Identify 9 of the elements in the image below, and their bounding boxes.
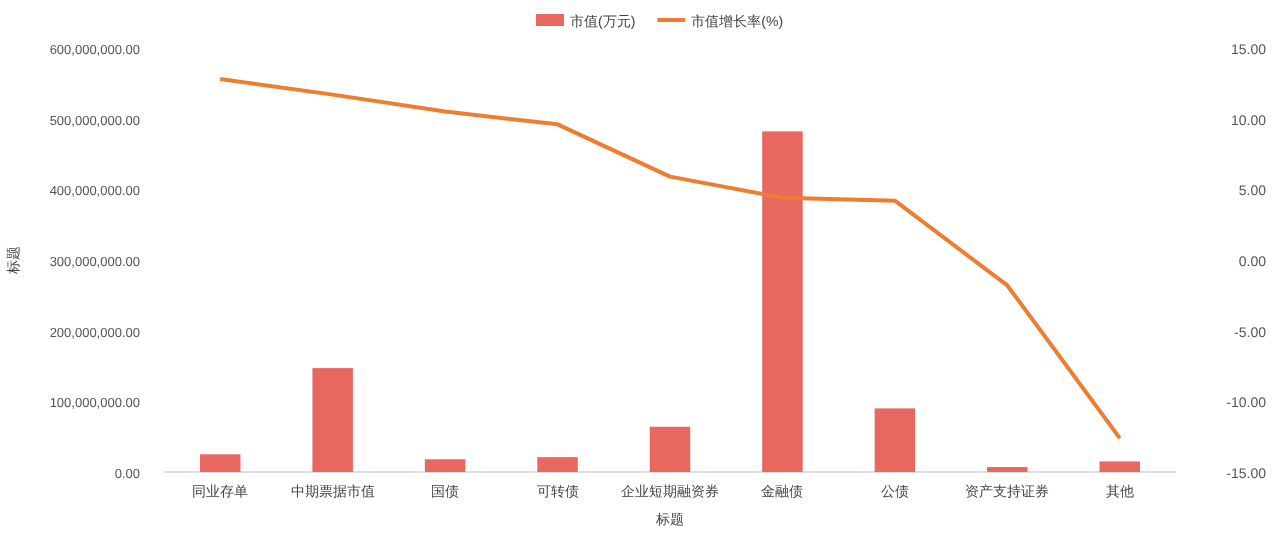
bar [649,426,691,472]
bar [874,408,916,472]
bar [312,368,353,472]
bar [199,454,241,472]
bar [537,457,578,472]
bar [762,131,803,472]
line-series [218,77,1122,441]
bar [424,459,466,472]
bar [1099,461,1141,472]
